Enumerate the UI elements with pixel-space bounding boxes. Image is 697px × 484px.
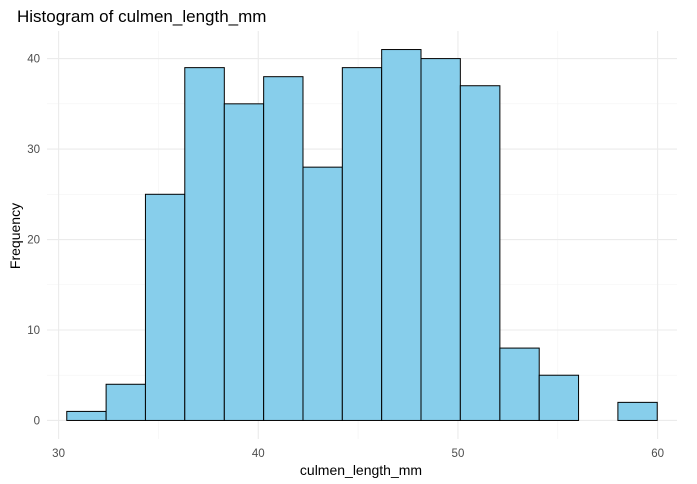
y-tick-label: 20 <box>27 235 40 247</box>
chart-title: Histogram of culmen_length_mm <box>17 7 266 26</box>
x-axis-ticks: 30 40 50 60 <box>52 448 664 460</box>
histogram-bar-11 <box>459 85 501 421</box>
histogram-bar-7 <box>302 166 343 421</box>
histogram-bar-10 <box>420 58 461 421</box>
histogram-bar-13 <box>538 374 580 421</box>
x-tick-label: 30 <box>52 448 65 460</box>
histogram-bar-6 <box>263 76 304 421</box>
x-axis-title: culmen_length_mm <box>300 462 422 478</box>
histogram-bar-1 <box>66 410 107 421</box>
y-axis-title: Frequency <box>7 203 23 269</box>
x-tick-label: 50 <box>452 448 465 460</box>
histogram-bar-12 <box>499 347 540 421</box>
y-tick-label: 10 <box>27 325 40 337</box>
histogram-bar-3 <box>144 193 186 421</box>
y-axis-ticks: 0 10 20 30 40 <box>27 54 40 428</box>
histogram-bar-8 <box>341 67 383 421</box>
histogram-bar-15 <box>617 401 658 421</box>
y-tick-label: 40 <box>27 54 40 66</box>
histogram-bar-2 <box>105 383 146 421</box>
x-tick-label: 60 <box>651 448 664 460</box>
histogram-bar-5 <box>223 103 265 421</box>
plot-area: 30 40 50 60 0 10 20 30 40 <box>27 31 677 460</box>
bars <box>66 49 658 421</box>
x-tick-label: 40 <box>252 448 265 460</box>
histogram-bar-4 <box>184 67 225 421</box>
y-tick-label: 30 <box>27 144 40 156</box>
y-tick-label: 0 <box>34 415 40 427</box>
histogram-bar-9 <box>381 49 422 421</box>
